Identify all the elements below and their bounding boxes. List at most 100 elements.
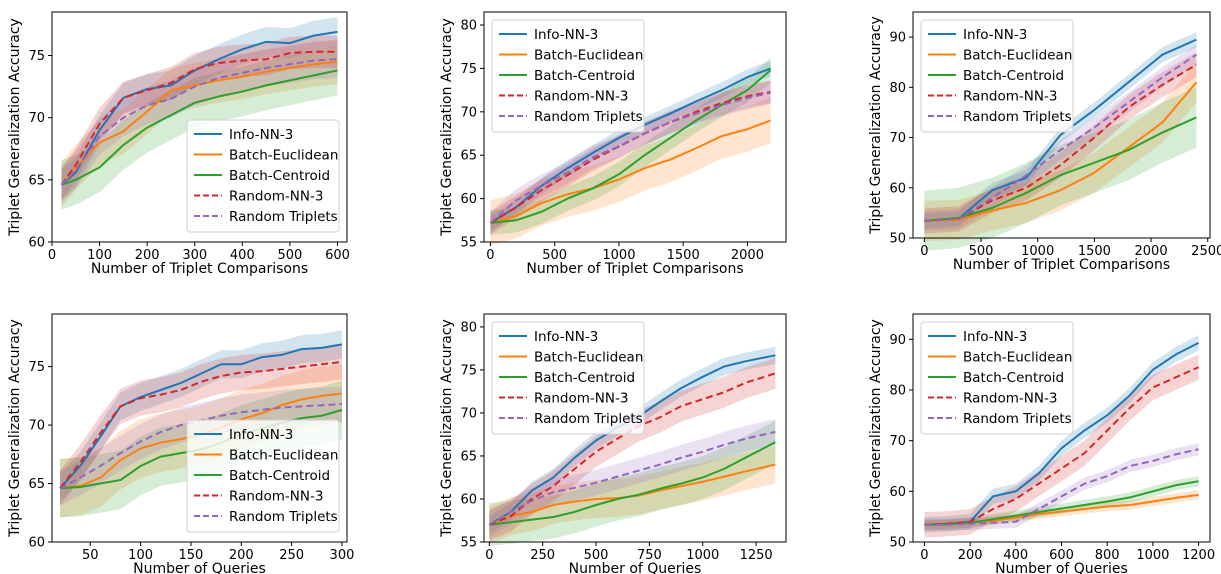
- series-line-batch-centroid: [489, 441, 776, 526]
- axes-frame: [51, 313, 348, 543]
- confidence-band-batch-euclidean: [61, 39, 338, 208]
- x-tick-label: 100: [128, 548, 153, 563]
- legend-label: Batch-Euclidean: [963, 350, 1072, 366]
- legend-label: Batch-Centroid: [963, 370, 1064, 386]
- legend-label: Random-NN-3: [963, 391, 1057, 407]
- x-tick-label: 1000: [1136, 548, 1169, 563]
- confidence-band-random-triplets: [60, 386, 342, 506]
- legend: Info-NN-3 Batch-Euclidean Batch-Centroid Ra…: [920, 321, 1074, 435]
- legend-label: Random Triplets: [534, 411, 643, 427]
- x-tick-label: 200: [135, 248, 160, 263]
- x-axis-label: Number of Queries: [995, 561, 1128, 574]
- series-line-random-nn-3: [489, 90, 771, 224]
- x-tick-label: 250: [530, 548, 555, 563]
- series-line-random-nn-3: [60, 50, 338, 186]
- legend-label: Batch-Centroid: [963, 68, 1064, 84]
- confidence-band-random-triplets: [490, 81, 771, 235]
- confidence-band-info-nn-3: [490, 60, 771, 231]
- x-tick-label: 1500: [1078, 244, 1111, 259]
- x-tick-label: 500: [584, 548, 609, 563]
- y-tick-label: 60: [460, 192, 477, 207]
- series-line-random-triplets: [60, 58, 338, 186]
- x-tick-label: 300: [182, 248, 207, 263]
- x-tick-label: 1000: [686, 548, 719, 563]
- x-tick-label: 800: [1095, 548, 1120, 563]
- confidence-band-batch-centroid: [490, 58, 771, 236]
- x-tick-label: 0: [485, 548, 493, 563]
- x-tick-label: 50: [82, 548, 99, 563]
- legend-label: Random-NN-3: [229, 489, 323, 505]
- y-tick-label: 70: [460, 105, 477, 120]
- legend-label: Random Triplets: [963, 411, 1072, 427]
- legend-label: Info-NN-3: [534, 329, 598, 345]
- axes-frame: [483, 313, 787, 543]
- x-tick-label: 0: [920, 244, 928, 259]
- legend-box: [186, 119, 340, 233]
- x-axis-label: Number of Queries: [133, 561, 266, 574]
- legend-label: Random Triplets: [229, 509, 338, 525]
- legend-label: Info-NN-3: [229, 427, 293, 443]
- legend-label: Batch-Euclidean: [534, 48, 643, 64]
- legend-label: Batch-Euclidean: [229, 448, 338, 464]
- chart-panel-top-right: 0 500 1000 1500 2000 2500 50 60 70 80 90 Number of …: [868, 11, 1221, 273]
- series-line-batch-euclidean: [924, 81, 1198, 222]
- chart-panel-bottom-right: 0 200 400 600 800 1000 1200 50 60 70 80 90 Number of…: [868, 313, 1215, 574]
- x-tick-label: 1200: [1182, 548, 1215, 563]
- axes-frame: [483, 11, 787, 243]
- legend-label: Batch-Euclidean: [963, 48, 1072, 64]
- y-tick-label: 55: [460, 536, 477, 551]
- confidence-band-random-nn-3: [490, 80, 771, 235]
- x-tick-label: 1000: [602, 248, 635, 263]
- chart-panel-top-middle: 0 500 1000 1500 2000 55 60 65 70 75 80 Number of Tr…: [439, 11, 787, 277]
- series-line-batch-centroid: [924, 116, 1197, 222]
- x-tick-label: 600: [1049, 548, 1074, 563]
- legend-box: [491, 321, 645, 435]
- y-tick-label: 75: [460, 363, 477, 378]
- confidence-band-random-nn-3: [60, 344, 342, 506]
- legend-label: Random Triplets: [229, 209, 338, 225]
- confidence-band-random-triplets: [61, 40, 338, 204]
- y-tick-label: 60: [889, 485, 906, 500]
- x-tick-label: 500: [542, 248, 567, 263]
- y-tick-label: 75: [28, 49, 45, 64]
- confidence-band-random-triplets: [924, 443, 1199, 531]
- y-tick-label: 90: [889, 31, 906, 46]
- y-tick-label: 75: [460, 62, 477, 77]
- x-tick-label: 2500: [1191, 244, 1221, 259]
- y-axis-label: Triplet Generalization Accuracy: [7, 18, 23, 237]
- y-tick-label: 60: [460, 492, 477, 507]
- legend-label: Batch-Euclidean: [229, 148, 338, 164]
- y-tick-label: 80: [460, 320, 477, 335]
- confidence-band-info-nn-3: [489, 346, 776, 534]
- y-tick-label: 70: [28, 111, 45, 126]
- confidence-band-batch-euclidean: [489, 445, 776, 544]
- legend-label: Info-NN-3: [963, 27, 1027, 43]
- legend-label: Random Triplets: [963, 109, 1072, 125]
- y-tick-label: 65: [28, 477, 45, 492]
- legend: Info-NN-3 Batch-Euclidean Batch-Centroid Ra…: [920, 19, 1074, 133]
- legend-label: Batch-Centroid: [534, 370, 635, 386]
- y-tick-label: 70: [889, 131, 906, 146]
- y-tick-label: 80: [889, 81, 906, 96]
- x-tick-label: 400: [1003, 548, 1028, 563]
- series-line-random-triplets: [924, 53, 1197, 222]
- x-tick-label: 1250: [740, 548, 773, 563]
- y-axis-label: Triplet Generalization Accuracy: [868, 16, 884, 235]
- series-line-info-nn-3: [924, 38, 1197, 222]
- y-tick-label: 50: [889, 232, 906, 247]
- x-tick-label: 0: [486, 248, 494, 263]
- legend: Info-NN-3 Batch-Euclidean Batch-Centroid Ra…: [186, 119, 340, 233]
- series-line-info-nn-3: [59, 343, 343, 489]
- y-tick-label: 70: [28, 419, 45, 434]
- x-tick-label: 250: [279, 548, 304, 563]
- legend-label: Batch-Centroid: [229, 168, 330, 184]
- x-tick-label: 600: [325, 248, 350, 263]
- y-tick-label: 60: [28, 236, 45, 251]
- x-tick-label: 200: [229, 548, 254, 563]
- chart-panel-top-left: 0 100 200 300 400 500 600 60 65 70 75 Number of Tri…: [7, 11, 350, 277]
- confidence-band-batch-euclidean: [924, 62, 1197, 242]
- y-tick-label: 65: [28, 173, 45, 188]
- y-tick-label: 90: [889, 333, 906, 348]
- legend-label: Random-NN-3: [534, 391, 628, 407]
